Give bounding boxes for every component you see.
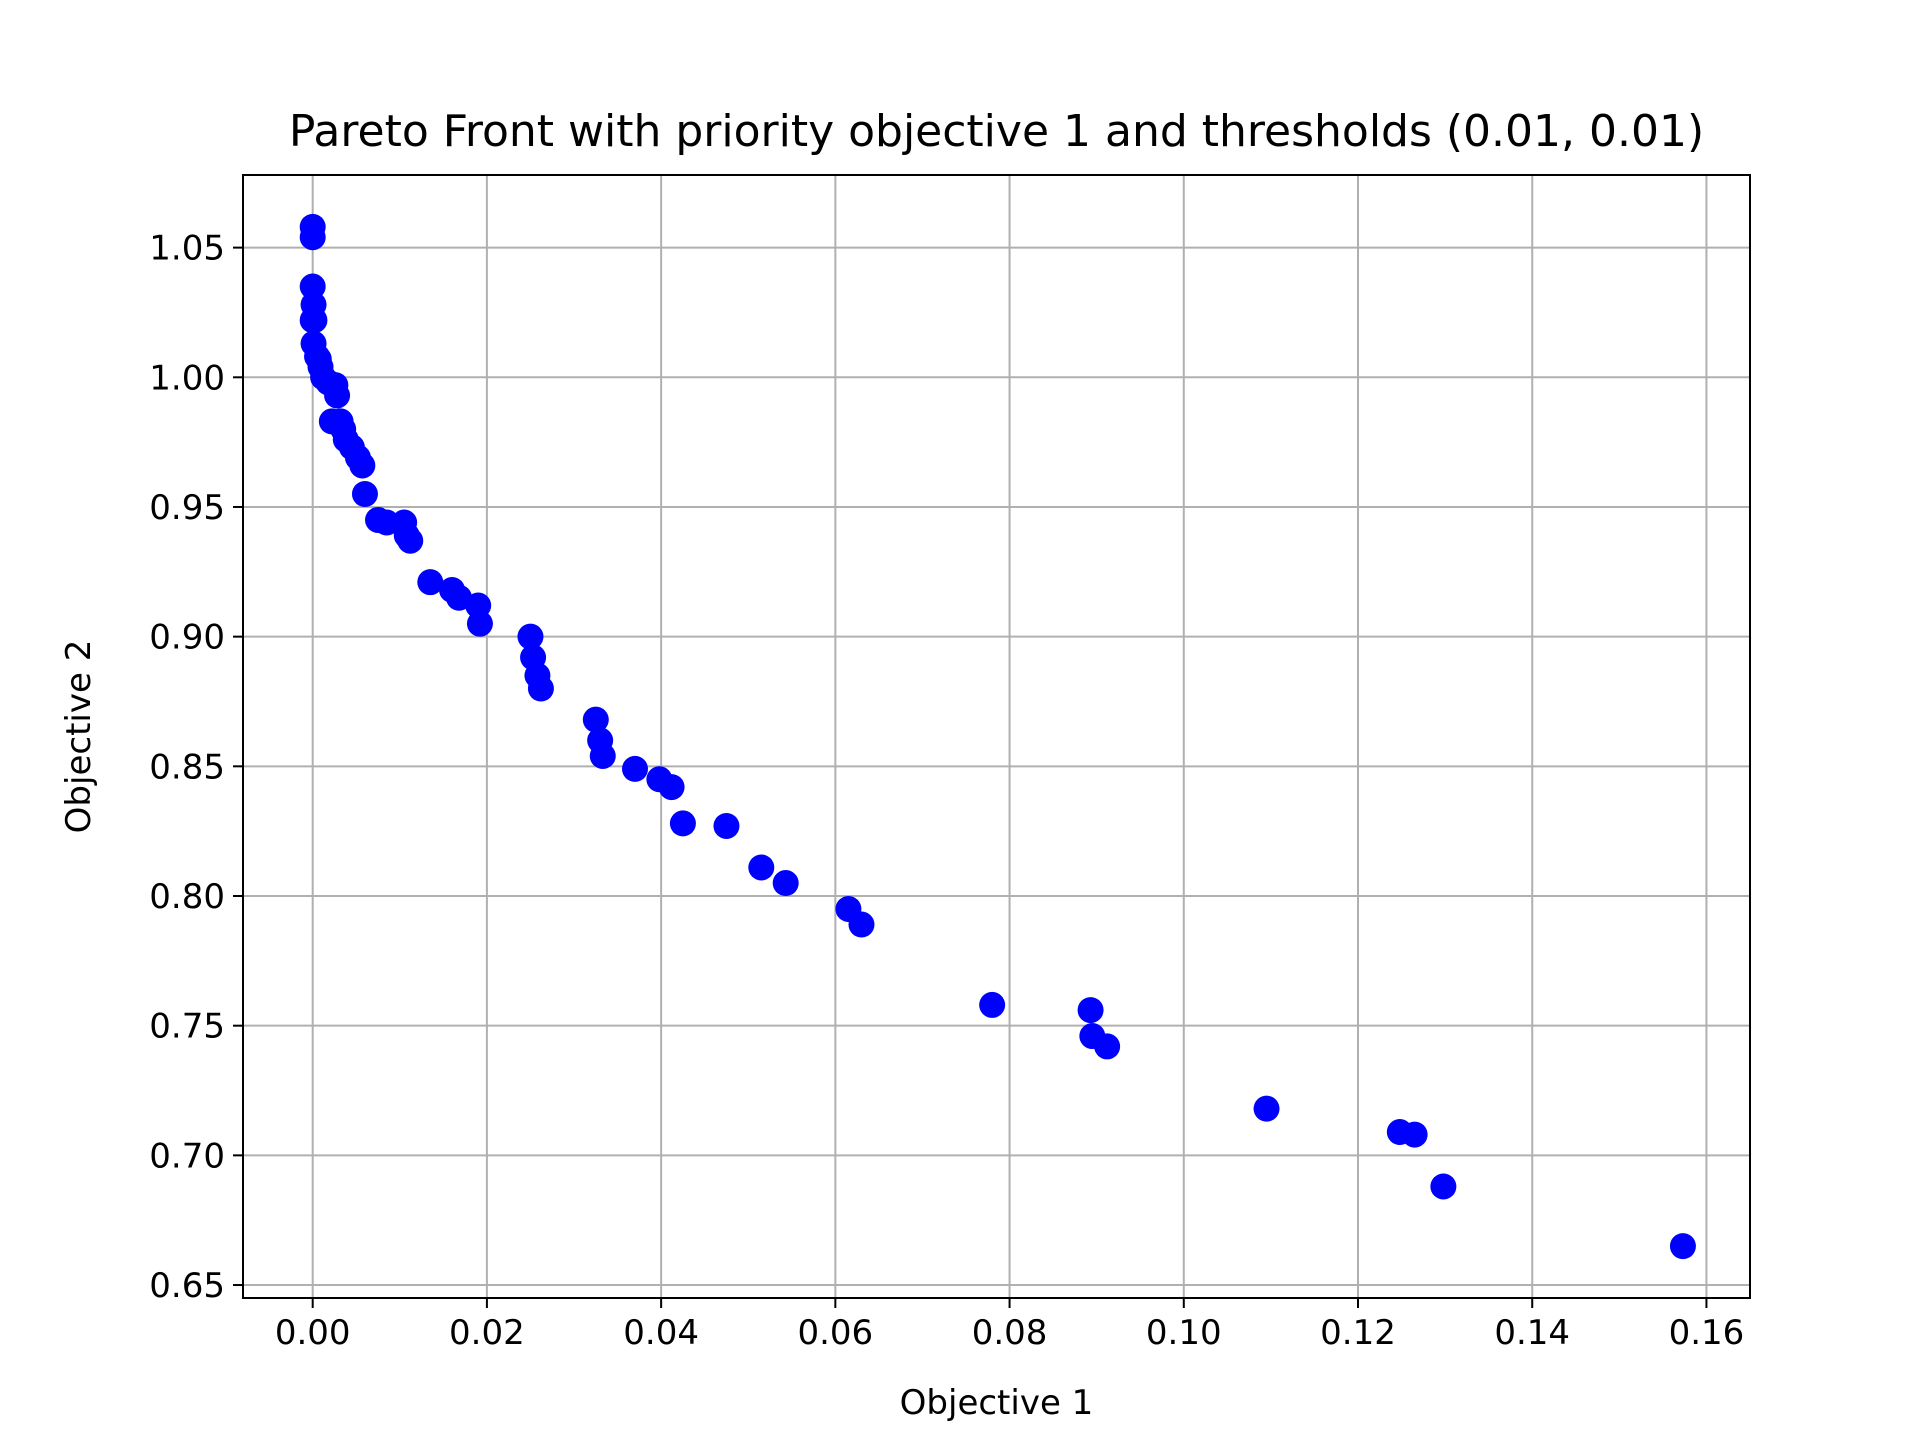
data-point [1094,1033,1121,1060]
y-tick-label: 0.70 [149,1136,225,1176]
data-point [589,742,616,769]
data-point [466,610,493,637]
data-point [1669,1233,1696,1260]
data-point [349,452,376,479]
y-tick-label: 0.80 [149,877,225,917]
y-tick-label: 0.90 [149,618,225,658]
data-point [658,774,685,801]
data-point [299,224,326,251]
y-axis-ticks: 0.65 0.70 0.75 0.80 0.85 0.90 0.95 1.00 1.05 [149,229,243,1306]
data-point [1077,997,1104,1024]
x-tick-label: 0.14 [1494,1313,1570,1353]
x-tick-label: 0.08 [972,1313,1048,1353]
data-point [748,854,775,881]
data-point [397,527,424,554]
x-tick-label: 0.04 [623,1313,699,1353]
y-tick-label: 0.65 [149,1266,225,1306]
data-point [351,481,378,508]
data-point [417,569,444,596]
data-point [1430,1173,1457,1200]
x-tick-label: 0.00 [275,1313,351,1353]
chart-title: Pareto Front with priority objective 1 a… [289,106,1704,157]
data-point [301,307,328,334]
data-point [979,991,1006,1018]
x-axis-ticks: 0.00 0.02 0.04 0.06 0.08 0.10 0.12 0.14 0.16 [275,1298,1744,1353]
x-tick-label: 0.16 [1669,1313,1745,1353]
data-point [1401,1121,1428,1148]
x-tick-label: 0.02 [449,1313,525,1353]
data-point [582,706,609,733]
grid [243,175,1750,1298]
data-point [621,755,648,782]
y-tick-label: 0.75 [149,1007,225,1047]
data-points [299,213,1696,1260]
data-point [713,812,740,839]
data-point [669,810,696,837]
x-axis-label: Objective 1 [900,1383,1094,1423]
x-tick-label: 0.10 [1146,1313,1222,1353]
plot-area-frame [242,174,1751,1299]
y-tick-label: 0.95 [149,488,225,528]
data-point [517,623,544,650]
y-tick-label: 1.05 [149,229,225,269]
x-tick-label: 0.12 [1320,1313,1396,1353]
y-tick-label: 0.85 [149,747,225,787]
x-tick-label: 0.06 [797,1313,873,1353]
data-point [324,382,351,409]
data-point [848,911,875,938]
data-point [527,675,554,702]
y-tick-label: 1.00 [149,358,225,398]
data-point [1253,1095,1280,1122]
data-point [772,870,799,897]
y-axis-label: Objective 2 [59,640,99,834]
